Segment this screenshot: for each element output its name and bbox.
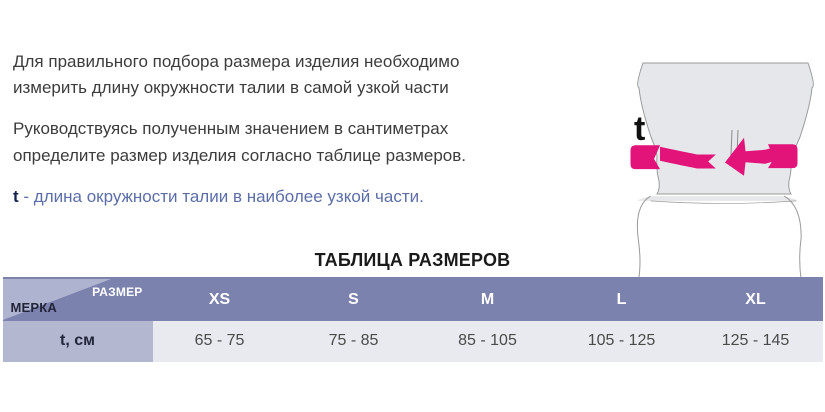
svg-text:t: t	[634, 110, 645, 148]
